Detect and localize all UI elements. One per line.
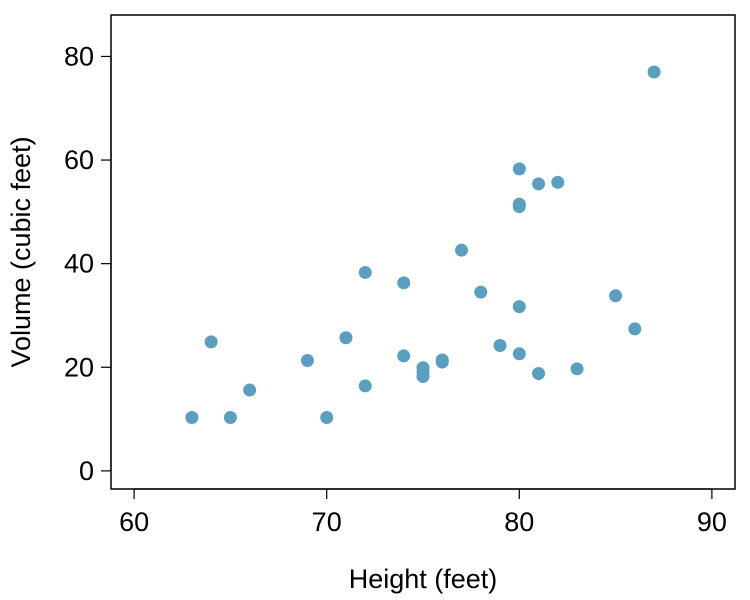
data-point	[435, 355, 449, 369]
x-axis: 60 70 80 90	[119, 488, 727, 537]
data-point	[358, 265, 372, 279]
y-tick-label: 0	[79, 456, 94, 486]
data-point	[512, 300, 526, 314]
data-point	[185, 411, 199, 425]
x-axis-title: Height (feet)	[349, 564, 498, 594]
data-point	[397, 349, 411, 363]
data-point	[300, 354, 314, 368]
data-point	[223, 411, 237, 425]
y-tick-label: 60	[64, 145, 94, 175]
data-point	[397, 276, 411, 290]
data-point	[243, 383, 257, 397]
x-tick-label: 90	[697, 507, 727, 537]
plot-frame	[110, 14, 736, 490]
data-point	[609, 289, 623, 303]
data-point	[628, 322, 642, 336]
data-point	[532, 366, 546, 380]
y-axis: 0 20 40 60 80	[64, 41, 112, 486]
y-tick-label: 40	[64, 249, 94, 279]
x-tick-label: 80	[504, 507, 534, 537]
data-point	[512, 200, 526, 214]
data-point	[358, 379, 372, 393]
data-point	[416, 370, 430, 384]
y-axis-title: Volume (cubic feet)	[6, 136, 36, 367]
y-tick-label: 80	[64, 41, 94, 71]
data-point	[493, 339, 507, 353]
y-tick-label: 20	[64, 352, 94, 382]
data-point	[512, 162, 526, 176]
data-point	[455, 243, 469, 257]
data-point	[551, 175, 565, 189]
data-point	[512, 347, 526, 361]
data-point	[647, 65, 661, 79]
data-points	[185, 65, 661, 425]
x-tick-label: 70	[312, 507, 342, 537]
data-point	[339, 331, 353, 345]
data-point	[570, 362, 584, 376]
x-tick-label: 60	[119, 507, 149, 537]
data-point	[204, 335, 218, 349]
data-point	[474, 285, 488, 299]
data-point	[320, 411, 334, 425]
data-point	[532, 177, 546, 191]
